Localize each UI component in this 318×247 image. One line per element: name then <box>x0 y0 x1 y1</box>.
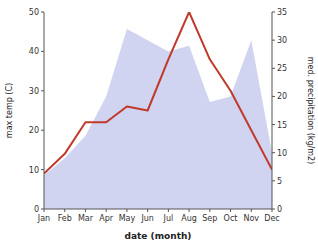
line <box>44 12 272 174</box>
y-tick-label: 40 <box>29 47 39 56</box>
y-tick-label: 50 <box>29 8 39 17</box>
x-tick <box>230 209 231 212</box>
y2-tick <box>272 40 275 41</box>
y-tick-label: 10 <box>29 166 39 175</box>
y2-tick-label: 35 <box>277 8 287 17</box>
y-tick-label: 0 <box>34 205 39 214</box>
y-axis-line <box>44 12 45 209</box>
y-tick <box>41 209 44 210</box>
x-tick <box>126 209 127 212</box>
x-tick-label: Aug <box>181 214 197 223</box>
y-tick <box>41 51 44 52</box>
x-axis-line <box>44 209 272 210</box>
x-tick-label: Jan <box>37 214 50 223</box>
chart: JanFebMarAprMayJunJulAugSepOctNovDec0102… <box>0 0 318 247</box>
x-tick-label: Jul <box>163 214 174 223</box>
x-tick-label: Feb <box>58 214 72 223</box>
y2-tick-label: 5 <box>277 177 282 186</box>
y2-axis-label: med. precipitation (kg/m2) <box>306 57 315 164</box>
y2-tick-label: 15 <box>277 121 287 130</box>
x-tick-label: Mar <box>78 214 94 223</box>
y2-tick-label: 20 <box>277 92 287 101</box>
x-tick <box>189 209 190 212</box>
x-tick-label: Apr <box>99 214 114 223</box>
x-tick <box>251 209 252 212</box>
y2-tick <box>272 152 275 153</box>
y2-tick <box>272 12 275 13</box>
x-tick-label: Oct <box>224 214 238 223</box>
y2-tick-label: 25 <box>277 64 287 73</box>
y2-tick <box>272 68 275 69</box>
x-tick-label: Jun <box>140 214 154 223</box>
x-axis-label: date (month) <box>125 231 192 241</box>
x-tick <box>168 209 169 212</box>
y2-tick <box>272 180 275 181</box>
y2-tick <box>272 96 275 97</box>
x-tick-label: Nov <box>243 214 259 223</box>
x-tick <box>106 209 107 212</box>
y-tick <box>41 169 44 170</box>
x-tick-label: Sep <box>202 214 217 223</box>
y2-axis-line <box>272 12 273 209</box>
y-tick <box>41 12 44 13</box>
x-tick <box>209 209 210 212</box>
x-tick-label: May <box>119 214 136 223</box>
area <box>44 29 272 209</box>
y-tick <box>41 90 44 91</box>
y-tick-label: 20 <box>29 126 39 135</box>
x-tick <box>64 209 65 212</box>
y-tick-label: 30 <box>29 87 39 96</box>
y2-tick <box>272 124 275 125</box>
plot-area <box>44 12 272 209</box>
y2-tick <box>272 209 275 210</box>
y-axis-label: max temp (C) <box>5 83 14 138</box>
y-tick <box>41 130 44 131</box>
x-tick <box>85 209 86 212</box>
x-tick <box>147 209 148 212</box>
x-tick-label: Dec <box>264 214 279 223</box>
y2-tick-label: 10 <box>277 149 287 158</box>
y2-tick-label: 0 <box>277 205 282 214</box>
y2-tick-label: 30 <box>277 36 287 45</box>
